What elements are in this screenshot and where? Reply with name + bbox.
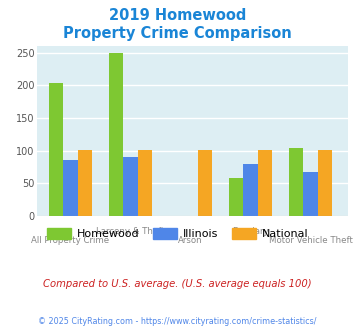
Text: © 2025 CityRating.com - https://www.cityrating.com/crime-statistics/: © 2025 CityRating.com - https://www.city… [38,317,317,326]
Bar [123,157,138,216]
Bar [63,160,77,216]
Bar [244,164,258,216]
Bar [304,172,318,216]
Text: Arson: Arson [178,236,203,245]
Bar [77,150,92,216]
Text: Burglary: Burglary [232,227,269,236]
Bar [289,148,304,216]
Bar [258,150,272,216]
Bar [229,178,244,216]
Bar [138,150,152,216]
Text: Compared to U.S. average. (U.S. average equals 100): Compared to U.S. average. (U.S. average … [43,279,312,289]
Bar [198,150,212,216]
Bar [109,53,123,216]
Text: 2019 Homewood: 2019 Homewood [109,8,246,23]
Legend: Homewood, Illinois, National: Homewood, Illinois, National [42,224,313,244]
Bar [318,150,332,216]
Bar [49,83,63,216]
Text: All Property Crime: All Property Crime [31,236,109,245]
Text: Larceny & Theft: Larceny & Theft [96,227,165,236]
Text: Property Crime Comparison: Property Crime Comparison [63,26,292,41]
Text: Motor Vehicle Theft: Motor Vehicle Theft [269,236,353,245]
